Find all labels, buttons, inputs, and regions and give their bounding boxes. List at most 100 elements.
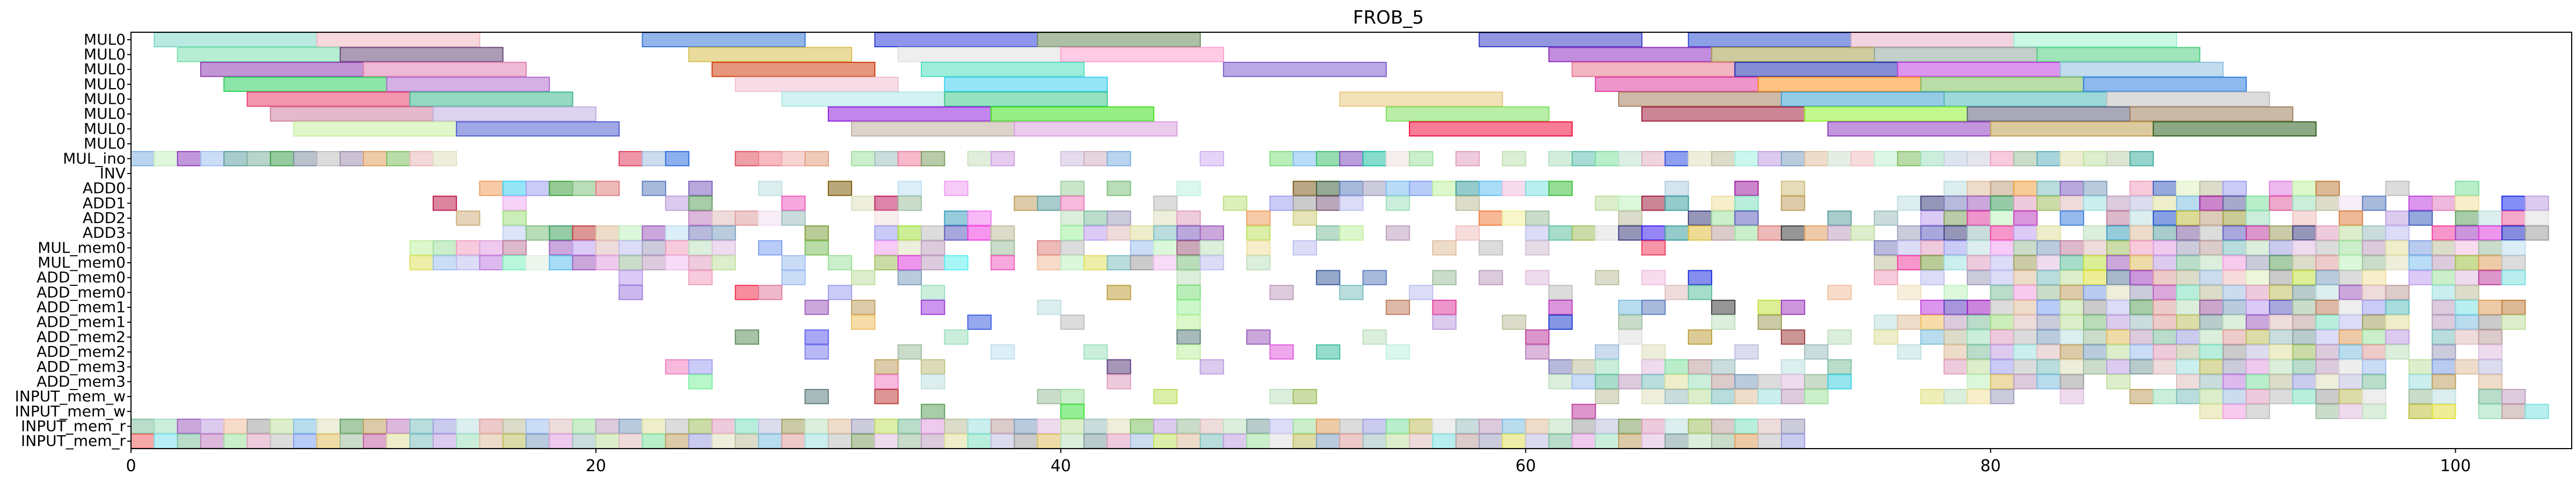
task-cell (1222, 419, 1248, 434)
task-bar (781, 91, 945, 107)
row-label: MUL_ino (63, 149, 126, 167)
task-cell (223, 419, 248, 434)
task-cell (1618, 299, 1643, 315)
task-cell (897, 255, 922, 271)
task-cell (1269, 285, 1294, 300)
task-cell (1734, 151, 1759, 167)
task-cell (1269, 434, 1294, 449)
task-bar (1339, 91, 1503, 107)
task-cell (897, 434, 922, 449)
task-cell (1687, 359, 1713, 374)
task-bar (1804, 106, 1968, 122)
task-cell (1199, 434, 1224, 449)
task-cell (1711, 374, 1736, 390)
task-cell (1153, 388, 1178, 405)
task-cell (897, 151, 922, 167)
task-cell (2455, 255, 2479, 271)
task-cell (758, 181, 783, 196)
task-cell (1595, 434, 1619, 449)
task-cell (2129, 329, 2154, 345)
task-cell (2501, 299, 2526, 315)
task-cell (781, 419, 806, 434)
task-cell (1385, 225, 1410, 241)
task-cell (2106, 374, 2131, 390)
task-cell (897, 225, 922, 241)
task-cell (502, 419, 527, 434)
task-bar (1944, 91, 2108, 107)
task-cell (2036, 299, 2061, 315)
task-cell (1944, 225, 1968, 241)
task-cell (944, 419, 969, 434)
task-cell (2245, 299, 2271, 315)
row-label: MUL0 (84, 120, 126, 138)
task-cell (618, 225, 643, 241)
task-cell (2455, 359, 2479, 374)
task-bar (316, 32, 481, 47)
task-cell (1432, 240, 1457, 256)
task-cell (1874, 314, 1898, 330)
task-cell (1734, 419, 1759, 434)
task-cell (2292, 359, 2317, 374)
task-cell (2455, 181, 2479, 196)
task-bar (432, 106, 596, 122)
task-cell (874, 240, 899, 256)
task-cell (1827, 210, 1852, 226)
task-cell (1571, 359, 1596, 374)
task-cell (734, 285, 759, 300)
task-cell (642, 240, 666, 256)
task-cell (897, 344, 922, 360)
task-cell (781, 196, 806, 211)
task-cell (2501, 255, 2526, 271)
task-bar (1967, 106, 2131, 122)
task-cell (1269, 419, 1294, 434)
task-cell (758, 285, 783, 300)
task-cell (2083, 270, 2108, 285)
task-bar (1757, 76, 1922, 92)
task-cell (1409, 419, 1433, 434)
row-label: MUL0 (84, 46, 126, 63)
task-cell (1083, 151, 1108, 167)
task-cell (526, 255, 550, 271)
task-cell (479, 419, 504, 434)
task-cell (2036, 329, 2061, 345)
task-cell (1502, 314, 1526, 330)
task-cell (1130, 240, 1154, 256)
task-cell (1014, 434, 1038, 449)
task-cell (1525, 210, 1550, 226)
row-label: MUL0 (84, 75, 126, 93)
x-tick-label: 60 (1516, 457, 1536, 475)
task-cell (804, 329, 829, 345)
task-cell (2455, 240, 2479, 256)
task-cell (293, 419, 318, 434)
task-cell (711, 210, 736, 226)
task-bar (688, 47, 853, 62)
task-cell (2199, 225, 2224, 241)
task-cell (1687, 285, 1713, 300)
task-cell (1967, 210, 1991, 226)
task-cell (2455, 285, 2479, 300)
task-cell (200, 434, 225, 449)
task-cell (2455, 299, 2479, 315)
task-cell (1734, 388, 1759, 405)
task-cell (2060, 388, 2084, 405)
task-cell (1222, 434, 1248, 449)
task-cell (2199, 314, 2224, 330)
row-label: ADD_mem0 (37, 269, 126, 286)
task-cell (2175, 285, 2201, 300)
task-cell (1711, 196, 1736, 211)
task-cell (2060, 240, 2084, 256)
task-bar (1827, 121, 1991, 137)
task-cell (2501, 314, 2526, 330)
task-cell (2036, 151, 2061, 167)
task-cell (2362, 344, 2386, 360)
task-cell (1944, 388, 1968, 405)
task-cell (2013, 285, 2038, 300)
task-cell (339, 419, 364, 434)
task-cell (549, 240, 573, 256)
task-cell (2432, 299, 2456, 315)
task-cell (1292, 419, 1318, 434)
task-cell (1502, 151, 1526, 167)
task-cell (1850, 151, 1875, 167)
task-cell (1757, 151, 1782, 167)
task-cell (642, 434, 666, 449)
